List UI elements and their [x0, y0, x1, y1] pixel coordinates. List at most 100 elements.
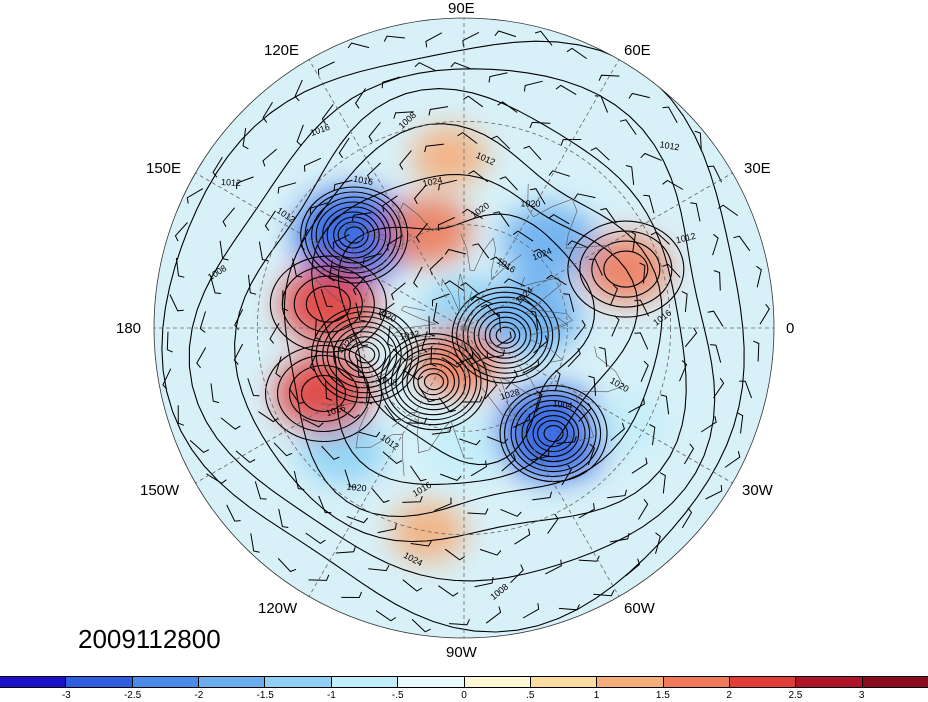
wind-barb	[533, 335, 548, 354]
wind-barb	[236, 176, 254, 190]
lon-label-150w: 150W	[140, 482, 180, 499]
wind-barb	[499, 176, 518, 191]
isobar	[515, 399, 591, 468]
colorbar-segment	[597, 677, 664, 687]
wind-barb	[438, 179, 458, 191]
wind-barb	[625, 558, 641, 577]
wind-barb	[649, 424, 656, 446]
wind-barb	[578, 555, 600, 562]
isobar	[264, 344, 383, 443]
lon-label-90e: 90E	[448, 0, 475, 17]
wind-barb	[410, 540, 432, 547]
wind-barb	[356, 357, 365, 378]
lon-label-120e: 120E	[264, 42, 300, 59]
wind-barb	[598, 74, 620, 81]
wind-barb	[590, 147, 610, 161]
wind-barb	[325, 380, 333, 401]
wind-barb	[371, 488, 390, 503]
isobar	[305, 285, 351, 323]
wind-barb	[351, 212, 372, 222]
wind-barb	[367, 162, 381, 182]
wind-barb	[206, 473, 227, 484]
wind-barb	[247, 378, 260, 397]
wind-barb	[650, 231, 670, 245]
colorbar-segment	[796, 677, 863, 687]
lon-label-60w: 60W	[624, 600, 655, 617]
colorbar-tick-label: -1.5	[256, 690, 274, 701]
isobar	[355, 346, 376, 364]
wind-barb	[386, 235, 403, 251]
wind-barb	[513, 413, 531, 428]
wind-barb	[368, 564, 390, 572]
wind-barb	[347, 42, 370, 49]
meridian-line	[308, 327, 465, 597]
isobar	[326, 321, 402, 389]
wind-barb	[567, 240, 589, 249]
wind-barb	[467, 508, 489, 515]
wind-barb	[457, 131, 478, 144]
wind-barb	[684, 327, 698, 348]
wind-barb	[600, 207, 617, 224]
contour-label: 1012	[659, 139, 680, 152]
lon-label-0: 0	[786, 320, 795, 337]
isobar	[451, 286, 560, 384]
wind-barb	[628, 92, 650, 99]
coastline	[395, 305, 436, 338]
wind-barb	[425, 32, 443, 48]
coastline	[315, 223, 388, 308]
wind-barb	[679, 360, 688, 382]
wind-barb	[578, 402, 592, 422]
wind-barb	[659, 472, 666, 494]
colorbar-tick-label: -2.5	[123, 690, 142, 701]
wind-barb	[432, 293, 450, 307]
coastline	[392, 330, 437, 366]
colorbar-tick-label: -3	[61, 690, 71, 701]
wind-barb	[662, 179, 684, 190]
isobar	[462, 296, 549, 374]
wind-barb	[391, 282, 406, 301]
isobar	[521, 404, 586, 463]
wind-barb	[561, 464, 572, 486]
coastline	[460, 233, 522, 281]
wind-barb	[713, 270, 721, 291]
wind-barb	[209, 275, 222, 294]
isobar	[337, 221, 369, 249]
wind-barb	[250, 533, 260, 553]
isobar	[456, 291, 554, 379]
wind-barb	[254, 481, 267, 500]
wind-barb	[226, 504, 241, 522]
anomaly-blob	[410, 126, 487, 187]
wind-barb	[293, 470, 305, 490]
meridian-line	[463, 59, 620, 329]
wind-barb	[233, 343, 244, 365]
isobar	[379, 333, 489, 431]
wind-barb	[220, 417, 241, 430]
wind-barb	[609, 284, 618, 306]
wind-barb	[431, 425, 452, 435]
isobar	[499, 384, 608, 483]
colorbar-segment	[265, 677, 332, 687]
colorbar-tick-label: 0	[461, 690, 467, 701]
colorbar-tick-label: 3	[858, 690, 865, 701]
isobar	[269, 255, 387, 353]
isobar	[504, 389, 602, 478]
wind-barb	[169, 294, 184, 312]
wind-barb	[384, 405, 402, 421]
wind-barb	[377, 523, 397, 534]
wind-barb	[437, 216, 456, 231]
isobar	[300, 374, 347, 413]
contour-label: 1012	[221, 177, 242, 188]
wind-barb	[629, 230, 636, 253]
wind-barb	[321, 445, 340, 460]
wind-barb	[470, 295, 492, 305]
isobar	[412, 363, 456, 401]
coastline	[557, 346, 625, 441]
wind-barb	[434, 497, 452, 512]
wind-barb	[428, 316, 436, 337]
wind-barb	[683, 443, 695, 465]
wind-barb	[533, 248, 553, 262]
wind-barb	[662, 106, 678, 123]
wind-barb	[694, 130, 702, 152]
wind-barb	[505, 369, 518, 390]
wind-barb	[463, 95, 484, 108]
